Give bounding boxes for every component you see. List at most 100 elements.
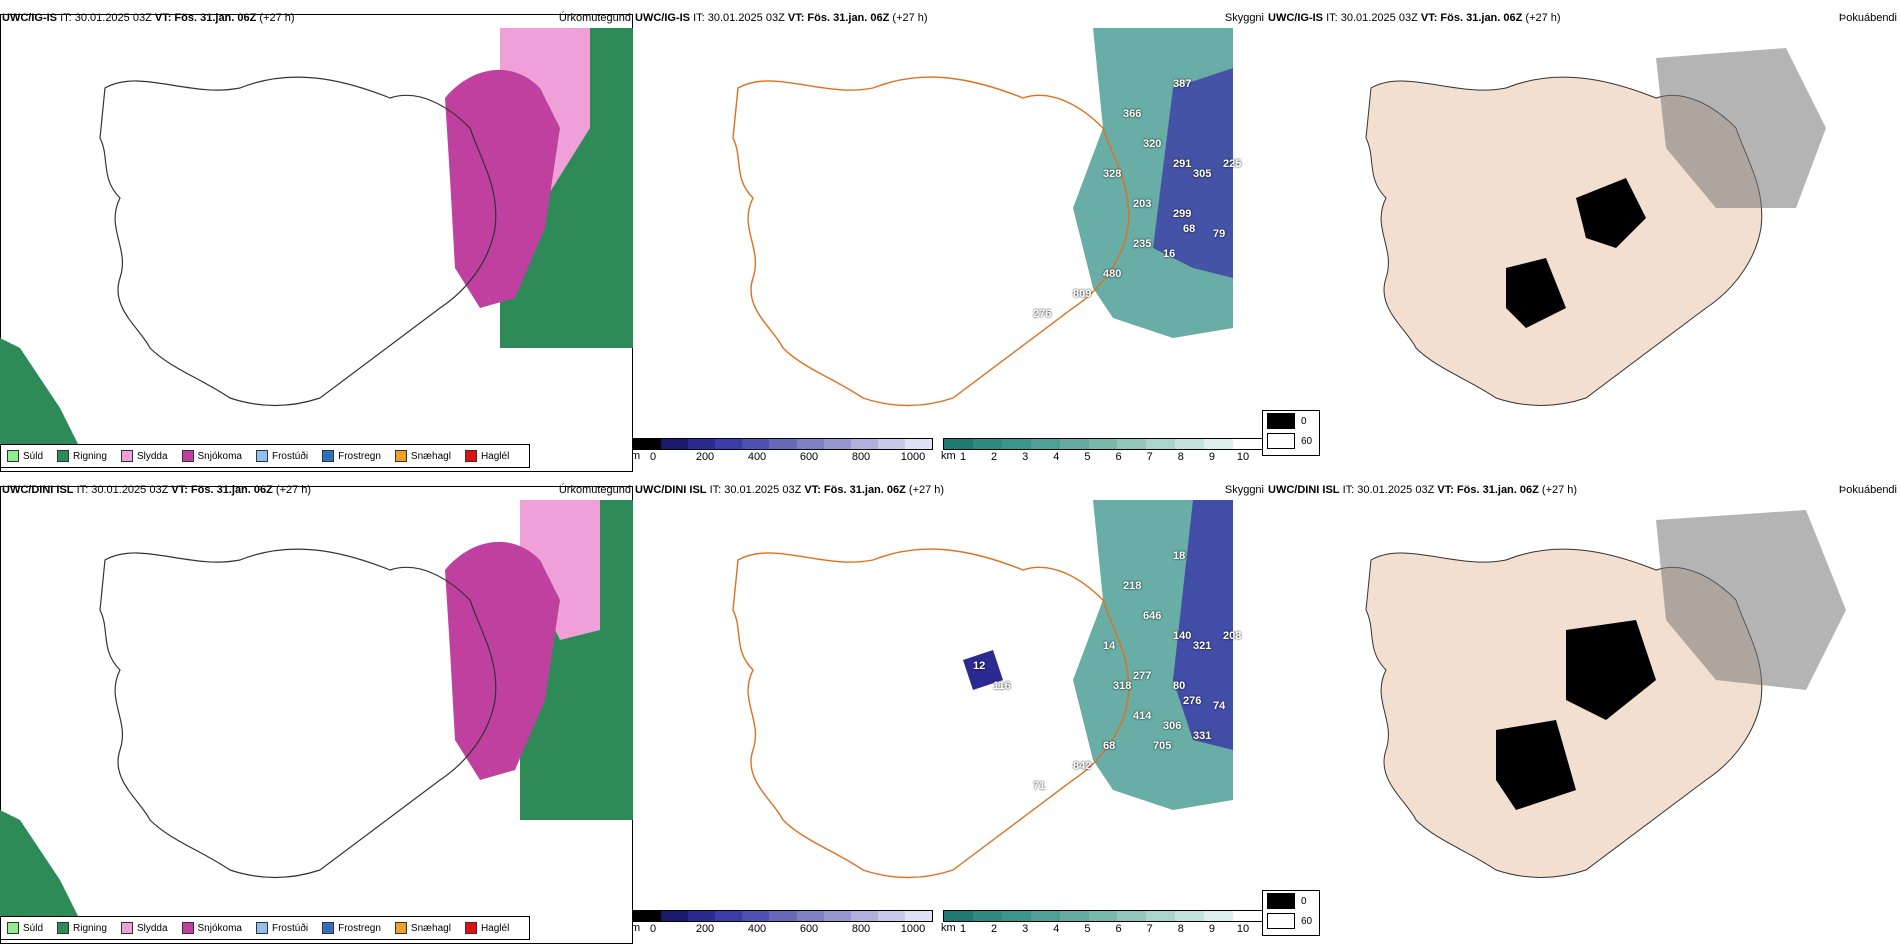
fog-legend-item: 0 xyxy=(1263,411,1319,431)
colorbar-tick-label: 200 xyxy=(695,451,715,463)
fog-legend-swatch xyxy=(1267,413,1295,429)
colorbar-step xyxy=(1146,911,1176,921)
colorbar-step xyxy=(972,439,1002,449)
lead-time: (+27 h) xyxy=(892,12,928,24)
colorbar-step xyxy=(1030,911,1060,921)
fog-legend-swatch xyxy=(1267,893,1295,909)
visibility-value-label: 318 xyxy=(1113,680,1132,692)
fog-legend-label: 60 xyxy=(1301,915,1313,927)
colorbar-step xyxy=(1030,439,1060,449)
colorbar-tick-label: 1000 xyxy=(900,923,926,935)
fog-index-panel-row2: UWC/DINI ISL IT: 30.01.2025 03Z VT: Fös.… xyxy=(1266,480,1899,950)
visibility-value-label: 305 xyxy=(1193,168,1212,180)
visibility-value-label: 71 xyxy=(1033,780,1046,792)
colorbar-tick-label: 1 xyxy=(959,451,967,463)
ceiling-colorbar: m 0 200 400 600 800 1000 xyxy=(633,438,933,464)
colorbar-step xyxy=(823,911,851,921)
legend-swatch xyxy=(255,450,268,462)
visibility-value-label: 79 xyxy=(1213,228,1226,240)
legend-swatch xyxy=(464,450,477,462)
fog-legend-swatch xyxy=(1267,433,1295,449)
init-time: IT: 30.01.2025 03Z xyxy=(709,484,802,496)
colorbar-step xyxy=(1233,439,1262,449)
colorbar-unit: km xyxy=(941,450,956,462)
valid-time: Fös. 31.jan. 06Z xyxy=(823,484,906,496)
legend-label: Frostúði xyxy=(271,922,309,934)
visibility-value-label: 366 xyxy=(1123,108,1142,120)
visibility-map xyxy=(732,28,1233,407)
fog-legend-label: 0 xyxy=(1301,415,1307,427)
precip-legend-item: Frostregn xyxy=(322,922,381,934)
legend-label: Súld xyxy=(23,450,44,462)
visibility-value-label: 277 xyxy=(1133,670,1152,682)
fog-legend-item: 0 xyxy=(1263,891,1319,911)
lead-time: (+27 h) xyxy=(1525,12,1561,24)
colorbar-tick-label: 5 xyxy=(1084,923,1091,935)
precip-legend-item: Frostúði xyxy=(255,922,309,934)
legend-swatch xyxy=(394,922,407,934)
legend-label: Frostregn xyxy=(338,450,381,462)
legend-label: Snjókoma xyxy=(197,922,242,934)
colorbar-ticks: 0 200 400 600 800 1000 xyxy=(633,450,933,464)
precip-legend-item: Frostúði xyxy=(255,450,309,462)
colorbar-step xyxy=(742,911,770,921)
model-name: UWC/DINI ISL xyxy=(2,484,74,496)
fog-index-panel-row1: UWC/IG-IS IT: 30.01.2025 03Z VT: Fös. 31… xyxy=(1266,8,1899,478)
fog-map xyxy=(1365,48,1826,406)
colorbar-step xyxy=(769,439,797,449)
colorbar-tick-label: 9 xyxy=(1208,451,1215,463)
colorbar-step xyxy=(1175,911,1205,921)
legend-swatch xyxy=(322,922,335,934)
visibility-value-label: 321 xyxy=(1193,640,1212,652)
precip-legend-item: Súld xyxy=(7,922,43,934)
fog-legend-label: 0 xyxy=(1301,895,1307,907)
colorbar-step xyxy=(1001,439,1031,449)
precip-map xyxy=(0,28,633,468)
colorbar-step xyxy=(904,911,933,921)
valid-time: Fös. 31.jan. 06Z xyxy=(807,12,890,24)
visibility-colorbar: km 1 2 3 4 5 6 7 8 9 10 xyxy=(941,438,1263,464)
precip-legend-item: Snæhagl xyxy=(394,922,451,934)
colorbar-tick-label: 0 xyxy=(649,451,657,463)
colorbar-step xyxy=(1059,439,1089,449)
colorbar-step xyxy=(661,439,689,449)
vt-label: VT: xyxy=(804,484,821,496)
colorbar-step xyxy=(944,439,973,449)
legend-label: Frostúði xyxy=(271,450,309,462)
panel-title: Þokuábendi xyxy=(1838,12,1897,24)
colorbar-step xyxy=(1117,439,1147,449)
colorbar-tick-label: 200 xyxy=(695,923,715,935)
colorbar-tick-label: 10 xyxy=(1236,451,1250,463)
visibility-value-label: 80 xyxy=(1173,680,1186,692)
colorbar-ticks: 1 2 3 4 5 6 7 8 9 10 xyxy=(943,922,1263,936)
precip-type-panel-row1: UWC/IG-IS IT: 30.01.2025 03Z VT: Fös. 31… xyxy=(0,8,633,478)
colorbar-tick-label: 4 xyxy=(1053,923,1060,935)
colorbar-ticks: 1 2 3 4 5 6 7 8 9 10 xyxy=(943,450,1263,464)
legend-swatch xyxy=(181,450,194,462)
panel-header: UWC/IG-IS IT: 30.01.2025 03Z VT: Fös. 31… xyxy=(2,12,631,28)
visibility-value-label: 218 xyxy=(1123,580,1142,592)
precip-legend: Súld Rigning Slydda Snjókoma Frostúði Frostre… xyxy=(0,444,531,468)
visibility-value-label: 208 xyxy=(1223,630,1242,642)
colorbar-step xyxy=(1117,911,1147,921)
fog-legend-item: 60 xyxy=(1263,911,1319,931)
colorbar-step xyxy=(715,911,743,921)
model-name: UWC/DINI ISL xyxy=(635,484,707,496)
colorbar-step xyxy=(688,439,716,449)
visibility-value-label: 328 xyxy=(1103,168,1122,180)
visibility-value-label: 16 xyxy=(1163,248,1176,260)
visibility-map xyxy=(732,500,1233,879)
colorbar-tick-label: 0 xyxy=(649,923,657,935)
panel-header: UWC/DINI ISL IT: 30.01.2025 03Z VT: Fös.… xyxy=(2,484,631,500)
colorbar-tick-label: 400 xyxy=(747,923,767,935)
colorbar-step xyxy=(1001,911,1031,921)
init-time: IT: 30.01.2025 03Z xyxy=(693,12,785,24)
visibility-value-label: 140 xyxy=(1173,630,1192,642)
precip-map xyxy=(0,500,633,940)
colorbar-tick-label: 800 xyxy=(851,451,871,463)
visibility-value-label: 387 xyxy=(1173,78,1192,90)
visibility-value-label: 276 xyxy=(1183,695,1202,707)
panel-title: Úrkomutegund xyxy=(558,484,631,496)
colorbar-tick-label: 600 xyxy=(799,451,819,463)
legend-label: Snæhagl xyxy=(410,450,451,462)
